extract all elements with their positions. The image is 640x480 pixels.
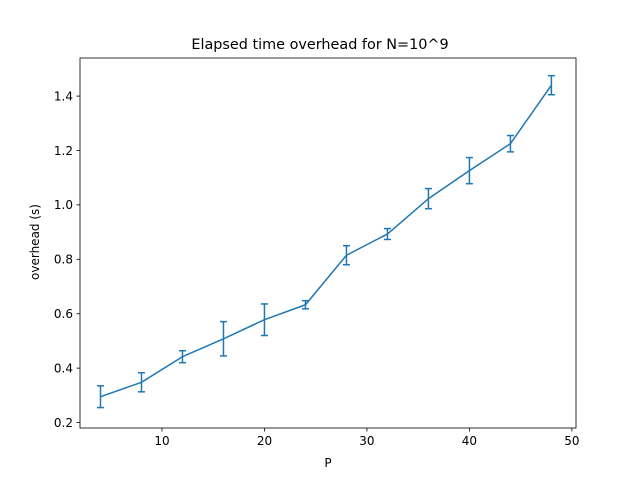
y-tick-label: 0.8 bbox=[54, 253, 73, 267]
x-axis-label: P bbox=[324, 456, 331, 470]
y-axis-ticks: 0.2 0.4 0.6 0.8 1.0 1.2 1.4 bbox=[54, 89, 80, 430]
series-line bbox=[100, 84, 553, 398]
plot-area bbox=[96, 74, 555, 409]
y-tick-label: 1.2 bbox=[54, 144, 73, 158]
y-tick-label: 1.4 bbox=[54, 89, 73, 103]
x-tick-label: 20 bbox=[257, 434, 272, 448]
y-tick-label: 0.6 bbox=[54, 307, 73, 321]
x-axis-ticks: 10 20 30 40 50 bbox=[154, 428, 580, 448]
axes-frame bbox=[79, 57, 577, 429]
y-tick-label: 0.4 bbox=[54, 361, 73, 375]
x-tick-label: 50 bbox=[564, 434, 579, 448]
x-tick-label: 10 bbox=[154, 434, 169, 448]
y-axis-label: overhead (s) bbox=[28, 204, 42, 280]
y-tick-label: 1.0 bbox=[54, 198, 73, 212]
y-tick-label: 0.2 bbox=[54, 416, 73, 430]
x-tick-label: 30 bbox=[359, 434, 374, 448]
x-tick-label: 40 bbox=[462, 434, 477, 448]
chart-title: Elapsed time overhead for N=10^9 bbox=[191, 37, 448, 53]
